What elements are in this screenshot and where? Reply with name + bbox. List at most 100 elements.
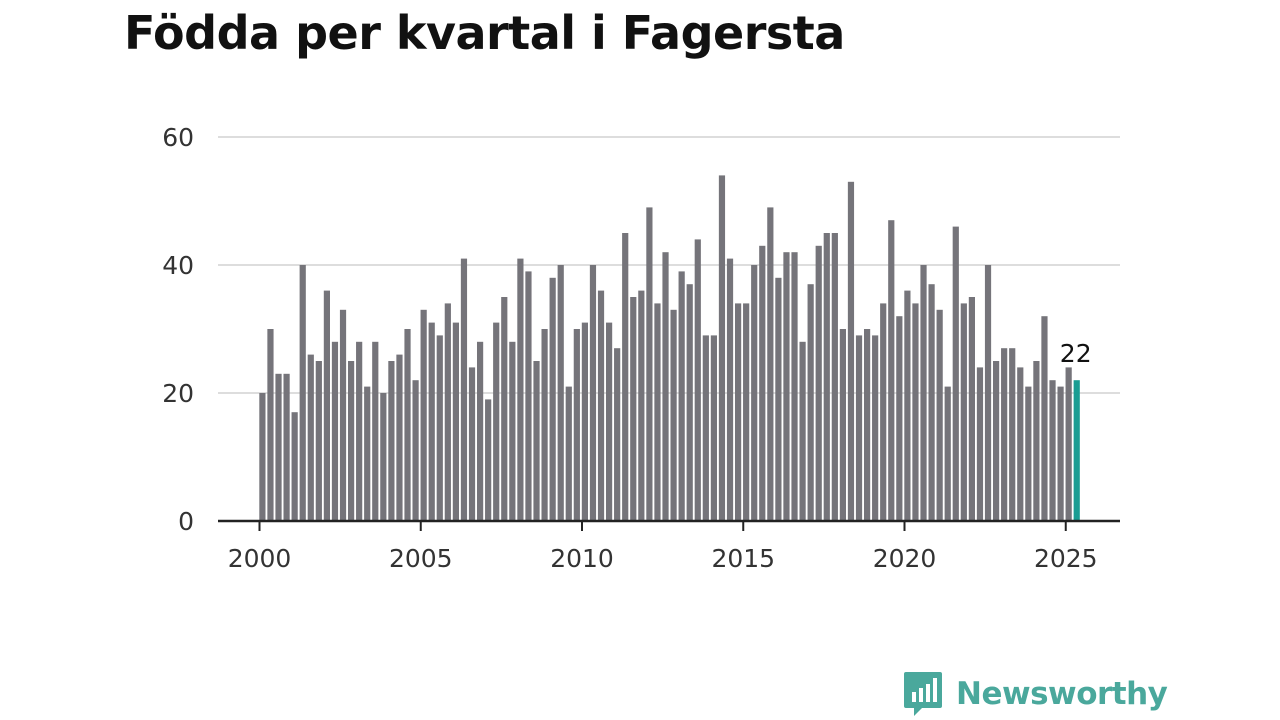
bar [533, 361, 540, 521]
gridlines [218, 136, 1120, 394]
y-tick-label: 60 [162, 123, 194, 152]
bar [622, 233, 629, 521]
bar [565, 386, 572, 521]
bar [347, 361, 355, 521]
bar [541, 329, 548, 521]
bar [654, 303, 661, 521]
bar [734, 303, 742, 521]
bar [412, 380, 419, 521]
bar [976, 367, 984, 521]
bar [751, 265, 758, 521]
bar [315, 361, 322, 521]
bar [581, 322, 588, 521]
bar [1017, 367, 1024, 521]
x-tick-label: 2010 [550, 544, 614, 573]
bar [839, 329, 846, 521]
bar [646, 207, 653, 521]
x-tick-label: 2005 [389, 544, 453, 573]
bar [605, 322, 613, 521]
bar [984, 265, 992, 521]
bar [291, 412, 298, 521]
bar [1057, 386, 1064, 521]
bar [339, 309, 347, 521]
bar [573, 329, 580, 521]
bar [388, 361, 395, 521]
y-tick-label: 20 [162, 379, 194, 408]
bar [404, 329, 411, 521]
bar [364, 386, 371, 521]
x-tick-label: 2020 [873, 544, 937, 573]
bar [356, 341, 363, 521]
y-tick-label: 0 [178, 507, 194, 536]
bar [912, 303, 919, 521]
newsworthy-logo-text: Newsworthy [956, 676, 1168, 712]
bar [791, 252, 798, 521]
bar [299, 265, 306, 521]
bar [831, 233, 838, 521]
bar [799, 341, 806, 521]
bar [759, 245, 766, 522]
bars [259, 175, 1080, 522]
bar [372, 341, 379, 521]
bar [323, 290, 330, 521]
page-title: Födda per kvartal i Fagersta [124, 6, 845, 60]
bar [968, 297, 975, 521]
y-axis-ticks: 0 20 40 60 [162, 123, 194, 536]
bar [380, 393, 387, 521]
bar [718, 175, 726, 521]
bar [880, 303, 887, 521]
bar [501, 297, 508, 521]
bar [638, 290, 645, 521]
bar [331, 341, 339, 521]
bar [1041, 316, 1048, 521]
bar [630, 297, 637, 521]
bar [589, 265, 597, 521]
bar [904, 290, 911, 521]
x-axis-ticks: 2000 2005 2010 2015 2020 2025 [228, 521, 1098, 573]
newsworthy-logo-icon [904, 672, 942, 716]
bar [928, 284, 935, 521]
bar [557, 265, 564, 521]
bar [855, 335, 863, 521]
newsworthy-logo: Newsworthy [902, 670, 1168, 718]
bar-highlight [1073, 380, 1080, 521]
bar [275, 373, 282, 521]
bar [614, 348, 621, 521]
bar [936, 309, 943, 521]
bar [1033, 361, 1040, 521]
x-tick-label: 2015 [711, 544, 775, 573]
bar [960, 303, 967, 521]
bar [444, 303, 451, 521]
bar [767, 207, 774, 521]
bar [678, 271, 685, 521]
bar [428, 322, 435, 521]
bar [549, 277, 556, 521]
bar [670, 309, 677, 521]
bar [847, 181, 855, 522]
highlight-value-label: 22 [1060, 339, 1092, 368]
bar [944, 386, 951, 521]
bar [259, 393, 266, 521]
bar [710, 335, 717, 521]
bar [686, 284, 693, 521]
bar [872, 335, 879, 521]
bar [283, 373, 290, 521]
bar [452, 322, 459, 521]
bar [509, 341, 516, 521]
bar [436, 335, 443, 521]
bar [702, 335, 709, 521]
bar [1049, 380, 1056, 521]
bar [815, 245, 822, 522]
bar [807, 284, 814, 521]
bar [920, 265, 927, 521]
bar [662, 252, 669, 521]
bar [460, 258, 468, 521]
bar [743, 303, 750, 521]
bar [396, 354, 403, 521]
bar [694, 239, 701, 521]
bar [468, 367, 476, 521]
bar [952, 226, 959, 521]
bar [888, 220, 895, 521]
bar [1001, 348, 1008, 521]
bar [307, 354, 314, 521]
